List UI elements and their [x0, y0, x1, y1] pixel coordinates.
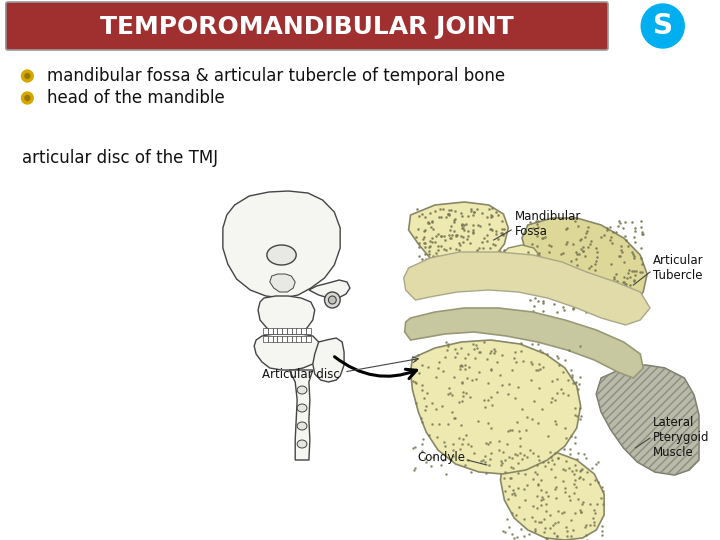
- Circle shape: [25, 73, 30, 78]
- Polygon shape: [223, 191, 340, 298]
- Text: mandibular fossa & articular tubercle of temporal bone: mandibular fossa & articular tubercle of…: [47, 67, 505, 85]
- Polygon shape: [408, 202, 508, 272]
- Circle shape: [325, 292, 340, 308]
- FancyBboxPatch shape: [292, 336, 297, 342]
- FancyBboxPatch shape: [297, 328, 301, 334]
- Polygon shape: [500, 452, 604, 540]
- Polygon shape: [596, 365, 699, 475]
- Ellipse shape: [297, 422, 307, 430]
- FancyBboxPatch shape: [6, 2, 608, 50]
- FancyBboxPatch shape: [268, 328, 273, 334]
- Ellipse shape: [297, 440, 307, 448]
- FancyBboxPatch shape: [301, 336, 306, 342]
- FancyBboxPatch shape: [282, 328, 287, 334]
- Text: Mandibular
Fossa: Mandibular Fossa: [515, 210, 582, 238]
- Polygon shape: [596, 365, 699, 475]
- Ellipse shape: [297, 386, 307, 394]
- Text: Articular disc: Articular disc: [262, 368, 340, 381]
- Text: Lateral
Pterygoid
Muscle: Lateral Pterygoid Muscle: [653, 416, 709, 460]
- FancyBboxPatch shape: [263, 336, 268, 342]
- FancyBboxPatch shape: [292, 328, 297, 334]
- FancyBboxPatch shape: [306, 336, 311, 342]
- FancyBboxPatch shape: [268, 336, 273, 342]
- Circle shape: [642, 4, 684, 48]
- FancyBboxPatch shape: [301, 328, 306, 334]
- FancyBboxPatch shape: [282, 336, 287, 342]
- Text: Articular
Tubercle: Articular Tubercle: [653, 254, 703, 282]
- FancyBboxPatch shape: [306, 328, 311, 334]
- Polygon shape: [312, 338, 344, 382]
- Polygon shape: [404, 252, 650, 325]
- Text: head of the mandible: head of the mandible: [47, 89, 225, 107]
- Polygon shape: [254, 334, 320, 370]
- FancyBboxPatch shape: [272, 328, 277, 334]
- Text: articular disc of the TMJ: articular disc of the TMJ: [22, 149, 217, 167]
- Polygon shape: [410, 340, 580, 474]
- FancyBboxPatch shape: [277, 336, 282, 342]
- Circle shape: [328, 296, 336, 304]
- Circle shape: [25, 96, 30, 100]
- FancyBboxPatch shape: [297, 336, 301, 342]
- Text: TEMPOROMANDIBULAR JOINT: TEMPOROMANDIBULAR JOINT: [100, 15, 514, 39]
- Polygon shape: [495, 245, 541, 282]
- Polygon shape: [405, 308, 643, 378]
- Text: S: S: [653, 12, 672, 40]
- FancyBboxPatch shape: [287, 336, 292, 342]
- Text: Condyle: Condyle: [418, 451, 465, 464]
- FancyBboxPatch shape: [272, 336, 277, 342]
- Polygon shape: [309, 280, 350, 298]
- Circle shape: [22, 70, 33, 82]
- FancyBboxPatch shape: [263, 328, 268, 334]
- Ellipse shape: [297, 404, 307, 412]
- FancyBboxPatch shape: [277, 328, 282, 334]
- Ellipse shape: [267, 245, 296, 265]
- Polygon shape: [289, 370, 312, 460]
- Polygon shape: [270, 274, 295, 292]
- FancyBboxPatch shape: [287, 328, 292, 334]
- Polygon shape: [522, 218, 647, 314]
- Polygon shape: [258, 296, 315, 336]
- Circle shape: [22, 92, 33, 104]
